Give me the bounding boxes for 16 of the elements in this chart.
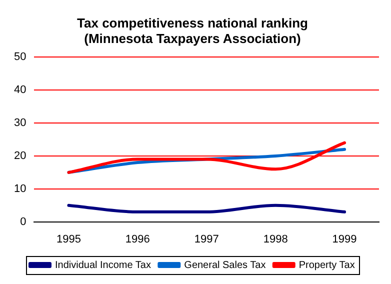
x-tick-label: 1996 bbox=[125, 233, 150, 246]
x-tick-label: 1995 bbox=[56, 233, 81, 246]
x-tick-label: 1998 bbox=[263, 233, 288, 246]
y-tick-label: 30 bbox=[14, 117, 26, 130]
y-tick-label: 20 bbox=[14, 150, 26, 162]
y-tick-label: 0 bbox=[20, 216, 26, 228]
legend-label: Individual Income Tax bbox=[55, 260, 151, 271]
y-tick-label: 50 bbox=[14, 51, 26, 64]
x-tick-label: 1997 bbox=[194, 233, 219, 246]
y-tick-label: 10 bbox=[14, 182, 26, 195]
legend-label: Property Tax bbox=[298, 260, 355, 271]
y-tick-label: 40 bbox=[14, 84, 26, 96]
x-tick-label: 1999 bbox=[332, 233, 357, 246]
text: Tax competitiveness national ranking bbox=[77, 15, 308, 30]
text: (Minnesota Taxpayers Association) bbox=[84, 30, 301, 46]
legend-label: General Sales Tax bbox=[184, 260, 266, 271]
